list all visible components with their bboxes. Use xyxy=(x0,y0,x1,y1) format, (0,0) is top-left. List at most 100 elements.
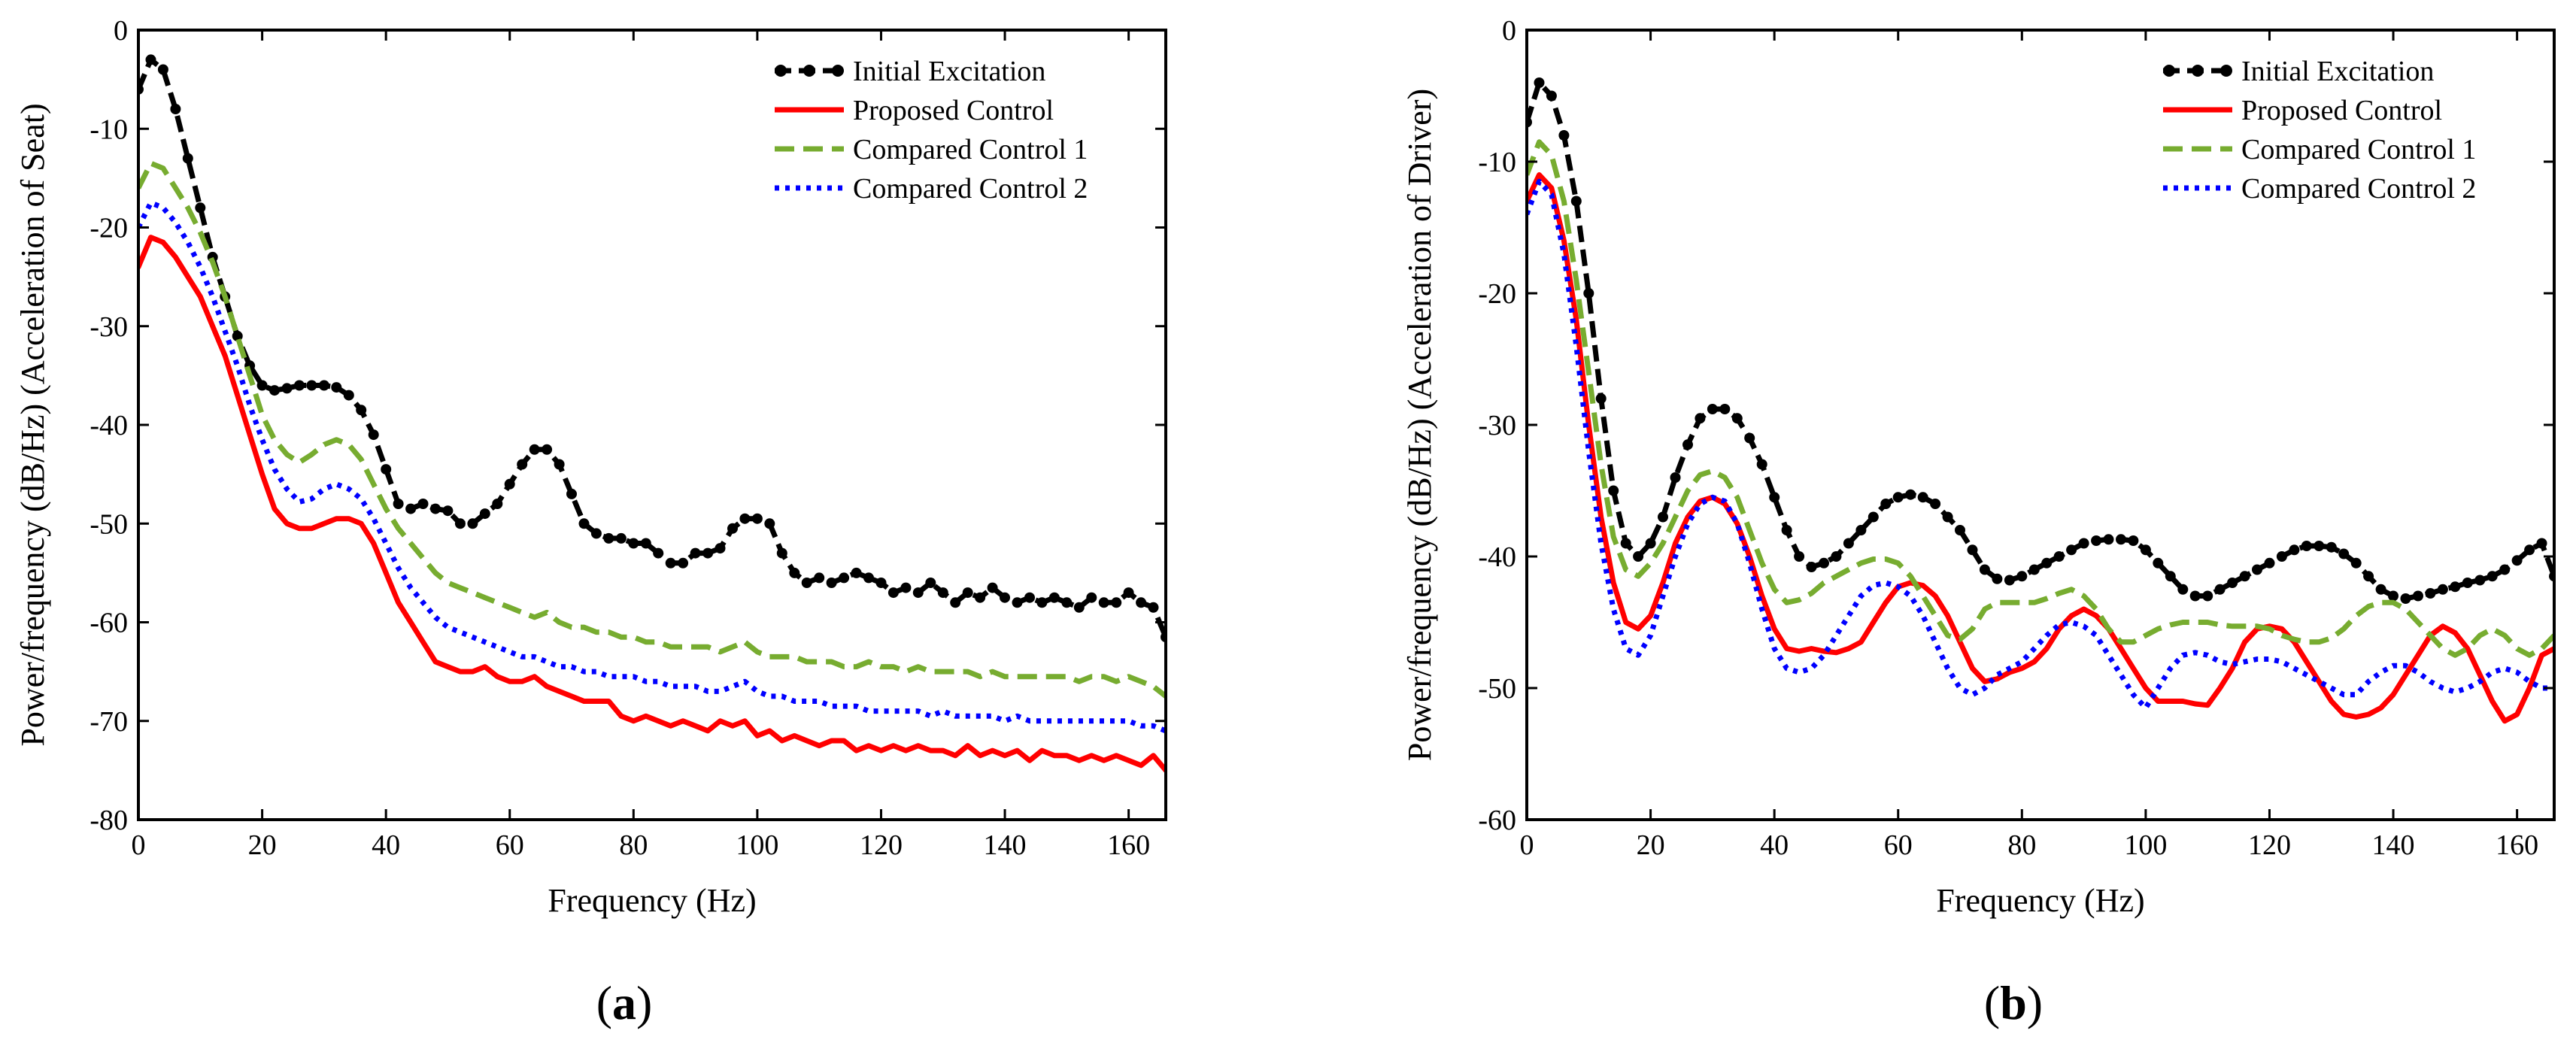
series-marker-a-1-51 xyxy=(764,518,775,529)
series-marker-b-1-22 xyxy=(1794,551,1805,562)
series-layer-b xyxy=(1527,77,2554,724)
series-marker-a-1-22 xyxy=(405,503,417,514)
series-marker-a-1-60 xyxy=(875,578,887,588)
series-marker-a-1-40 xyxy=(628,538,639,549)
y-tick-label-b-4: -40 xyxy=(1478,541,1516,573)
y-axis-label-a: Power/frequency (dB/Hz) (Acceleration of… xyxy=(14,103,51,746)
series-marker-b-1-1 xyxy=(1534,77,1545,88)
series-marker-a-1-4 xyxy=(182,153,193,164)
legend-label-a-4: Compared Control 2 xyxy=(853,173,1088,205)
series-marker-b-1-42 xyxy=(2041,557,2053,569)
series-marker-a-1-34 xyxy=(554,459,565,470)
series-marker-b-1-38 xyxy=(1992,573,2003,584)
series-marker-a-1-56 xyxy=(826,578,837,588)
series-marker-b-1-54 xyxy=(2189,590,2201,602)
series-marker-b-1-46 xyxy=(2091,535,2102,546)
series-marker-b-1-27 xyxy=(1855,525,1867,535)
series-marker-b-1-32 xyxy=(1917,492,1928,503)
y-tick-label-b-0: 0 xyxy=(1502,15,1516,47)
series-marker-b-1-33 xyxy=(1930,499,1941,509)
y-tick-label-a-2: -20 xyxy=(90,213,128,244)
series-marker-b-1-65 xyxy=(2326,541,2337,553)
series-marker-a-1-33 xyxy=(542,444,553,455)
legend-marker-b-2 xyxy=(2220,65,2232,77)
series-marker-a-1-29 xyxy=(492,499,503,509)
series-marker-b-1-40 xyxy=(2016,571,2028,582)
caption-letter-a: a xyxy=(612,976,636,1029)
series-marker-a-1-21 xyxy=(393,499,404,509)
series-marker-a-1-38 xyxy=(603,532,614,544)
series-marker-b-1-15 xyxy=(1707,404,1718,414)
series-marker-a-1-36 xyxy=(578,518,590,529)
series-marker-b-1-79 xyxy=(2499,564,2511,575)
legend-marker-a-0 xyxy=(775,65,787,77)
caption-close-a: ) xyxy=(636,976,652,1029)
x-tick-label-a-5: 100 xyxy=(736,829,778,861)
series-marker-b-1-10 xyxy=(1645,538,1656,549)
series-marker-b-1-52 xyxy=(2165,571,2176,582)
series-marker-b-1-14 xyxy=(1695,413,1706,424)
y-tick-label-a-7: -70 xyxy=(90,706,128,738)
series-marker-a-1-78 xyxy=(1098,597,1109,608)
series-marker-b-1-29 xyxy=(1880,499,1892,509)
legend-label-a-1: Initial Excitation xyxy=(853,56,1045,87)
series-marker-a-1-69 xyxy=(987,582,998,593)
series-marker-a-1-31 xyxy=(517,459,528,470)
y-tick-label-a-6: -60 xyxy=(90,608,128,639)
series-marker-a-1-13 xyxy=(294,380,305,391)
y-tick-label-a-3: -30 xyxy=(90,311,128,343)
y-tick-label-a-4: -40 xyxy=(90,410,128,441)
series-marker-a-1-79 xyxy=(1111,597,1122,608)
series-marker-b-1-70 xyxy=(2388,590,2399,602)
y-tick-label-b-1: -10 xyxy=(1478,147,1516,178)
series-marker-a-1-48 xyxy=(727,523,738,534)
panel-caption-a: (a) xyxy=(596,976,653,1029)
series-marker-b-1-73 xyxy=(2425,588,2436,599)
series-marker-b-1-20 xyxy=(1769,492,1780,503)
series-marker-a-1-71 xyxy=(1012,597,1023,608)
caption-open-b: ( xyxy=(1984,976,2000,1029)
series-marker-a-1-37 xyxy=(590,528,602,539)
series-marker-a-1-52 xyxy=(776,547,787,559)
series-marker-a-1-2 xyxy=(157,64,168,75)
series-marker-b-1-36 xyxy=(1967,544,1978,556)
y-tick-label-b-5: -50 xyxy=(1478,673,1516,705)
series-marker-b-1-6 xyxy=(1595,393,1607,404)
series-marker-a-1-58 xyxy=(851,567,862,578)
series-marker-a-1-44 xyxy=(678,557,689,569)
series-marker-a-1-23 xyxy=(417,499,429,509)
series-marker-b-1-56 xyxy=(2214,584,2226,595)
series-marker-a-1-39 xyxy=(615,532,627,544)
caption-letter-b: b xyxy=(2000,976,2027,1029)
legend-marker-a-1 xyxy=(803,65,815,77)
series-line-b-4 xyxy=(1527,178,2554,711)
panel-caption-b: (b) xyxy=(1984,976,2043,1029)
x-tick-label-b-5: 100 xyxy=(2124,829,2167,861)
x-tick-label-a-4: 80 xyxy=(619,829,648,861)
series-marker-b-1-47 xyxy=(2103,534,2114,545)
x-tick-label-b-1: 20 xyxy=(1637,829,1665,861)
series-marker-b-1-75 xyxy=(2450,581,2461,593)
series-marker-b-1-57 xyxy=(2227,578,2238,588)
series-marker-b-1-21 xyxy=(1781,525,1792,535)
series-marker-a-1-41 xyxy=(640,538,651,549)
x-tick-label-b-7: 140 xyxy=(2372,829,2415,861)
series-marker-b-1-64 xyxy=(2314,541,2325,551)
series-marker-b-1-24 xyxy=(1819,557,1829,569)
series-marker-b-1-8 xyxy=(1620,538,1631,549)
series-marker-b-1-49 xyxy=(2128,535,2139,546)
legend-label-b-3: Compared Control 1 xyxy=(2241,134,2476,165)
series-marker-b-1-3 xyxy=(1558,130,1570,141)
series-marker-b-1-45 xyxy=(2078,538,2089,549)
series-marker-b-1-80 xyxy=(2511,555,2523,566)
series-marker-b-1-23 xyxy=(1806,562,1817,572)
x-tick-label-b-8: 160 xyxy=(2496,829,2538,861)
series-line-a-2 xyxy=(138,235,1166,773)
series-marker-b-1-53 xyxy=(2177,584,2189,595)
y-tick-label-a-0: 0 xyxy=(114,15,128,47)
series-marker-b-1-66 xyxy=(2338,548,2350,559)
series-marker-a-1-66 xyxy=(950,597,961,608)
series-marker-a-1-14 xyxy=(306,380,317,391)
series-line-a-4 xyxy=(138,200,1166,734)
legend-a: Initial Excitation Proposed Control Compar… xyxy=(775,56,1088,205)
